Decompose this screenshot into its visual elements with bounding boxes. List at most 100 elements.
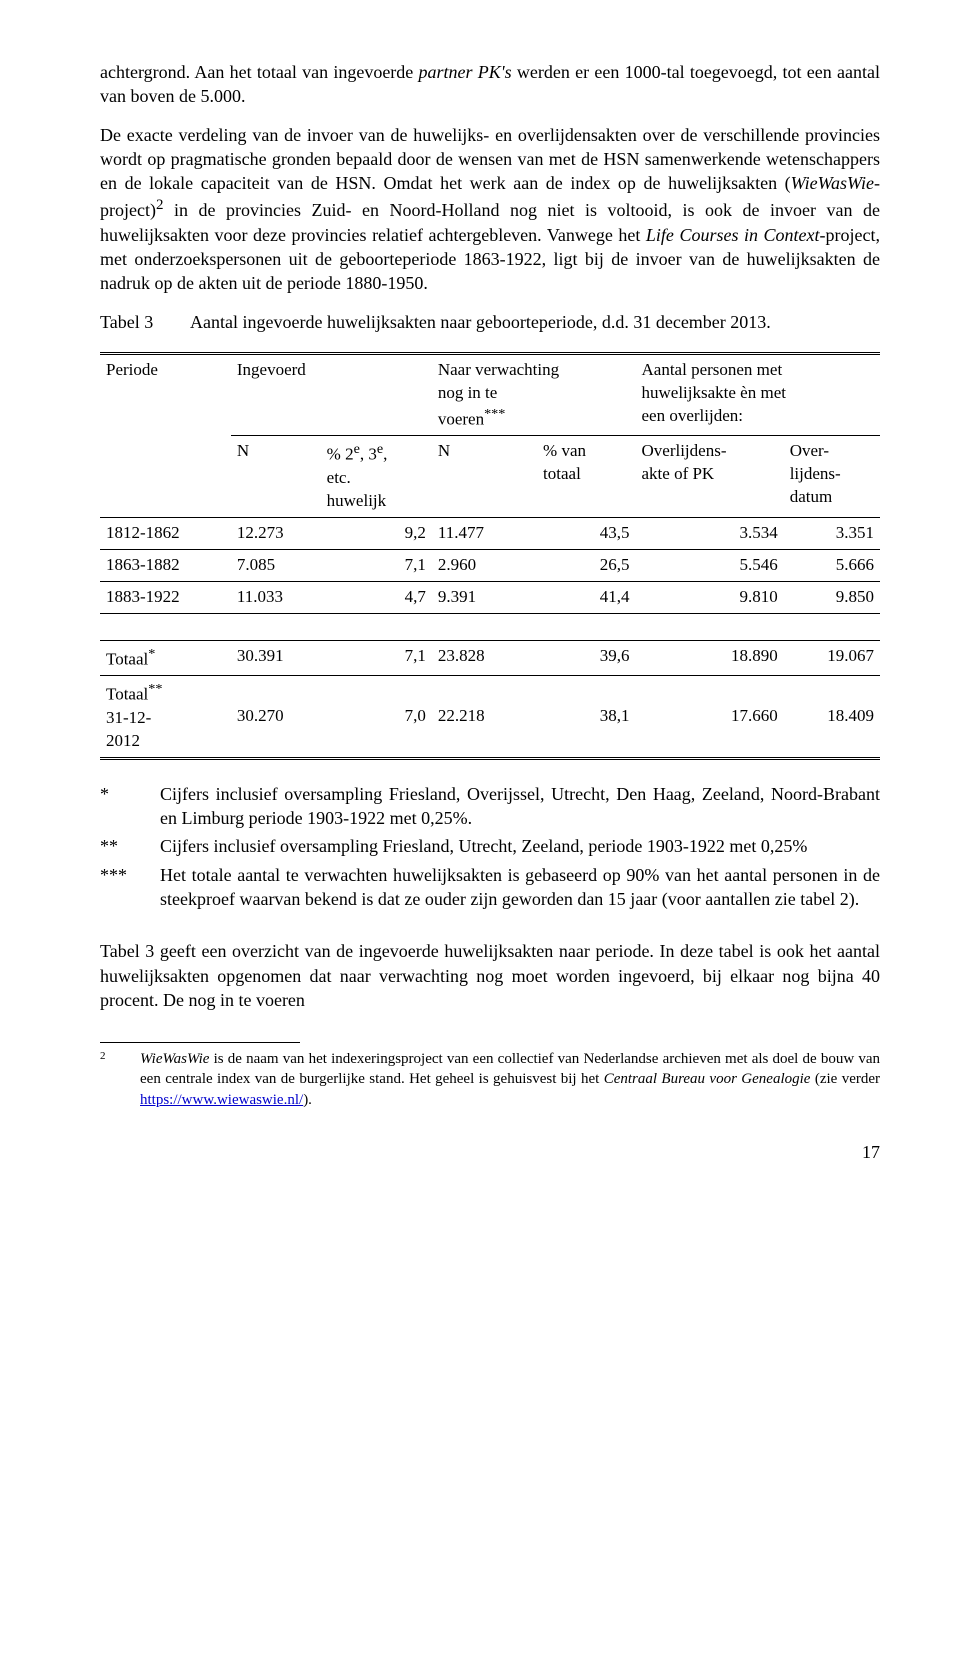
cell: 30.270 — [231, 676, 321, 758]
endnote-number: 2 — [100, 1049, 140, 1110]
endnote-link[interactable]: https://www.wiewaswie.nl/ — [140, 1092, 303, 1108]
text: achtergrond. Aan het totaal van ingevoer… — [100, 62, 419, 82]
cell: 2.960 — [432, 549, 537, 581]
cell: 7,1 — [321, 549, 432, 581]
table-subheader-row: N % 2e, 3e, etc. huwelijk N % van totaal… — [100, 436, 880, 517]
text: Aantal personen met — [642, 360, 783, 379]
table-caption: Aantal ingevoerde huwelijksakten naar ge… — [190, 310, 880, 334]
cell: 3.534 — [636, 517, 784, 549]
cell: 11.033 — [231, 581, 321, 613]
cell: 41,4 — [537, 581, 635, 613]
text: Totaal — [106, 649, 148, 668]
footnote-text: Cijfers inclusief oversampling Friesland… — [160, 834, 880, 858]
page-number: 17 — [100, 1140, 880, 1164]
text: voeren — [438, 410, 484, 429]
italic-text: WieWasWie — [791, 173, 874, 193]
table-footnotes: * Cijfers inclusief oversampling Friesla… — [100, 782, 880, 911]
cell: 9,2 — [321, 517, 432, 549]
col-n2: N — [432, 436, 537, 517]
text: huwelijksakte èn met — [642, 383, 786, 402]
footnote-row: ** Cijfers inclusief oversampling Friesl… — [100, 834, 880, 858]
col-pvt: % van totaal — [537, 436, 635, 517]
cell: 30.391 — [231, 640, 321, 676]
text: ). — [303, 1092, 312, 1108]
col-ingevoerd: Ingevoerd — [231, 353, 432, 435]
text: een overlijden: — [642, 406, 744, 425]
italic-text: partner PK's — [419, 62, 512, 82]
cell: 12.273 — [231, 517, 321, 549]
table-total-row: Totaal* 30.391 7,1 23.828 39,6 18.890 19… — [100, 640, 880, 676]
text: Overlijdens- — [642, 441, 727, 460]
paragraph-1: achtergrond. Aan het totaal van ingevoer… — [100, 60, 880, 109]
cell: 26,5 — [537, 549, 635, 581]
endnote-text: WieWasWie is de naam van het indexerings… — [140, 1049, 880, 1110]
text: (zie verder — [810, 1071, 880, 1087]
italic-text: WieWasWie — [140, 1051, 209, 1067]
text: 31-12- — [106, 708, 151, 727]
table-total-row: Totaal** 31-12- 2012 30.270 7,0 22.218 3… — [100, 676, 880, 758]
text: 2012 — [106, 731, 140, 750]
cell: 1812-1862 — [100, 517, 231, 549]
cell: 11.477 — [432, 517, 537, 549]
text: nog in te — [438, 383, 498, 402]
text: Over- — [790, 441, 829, 460]
cell: 5.666 — [784, 549, 880, 581]
footnote-separator — [100, 1042, 300, 1043]
table-row: 1883-1922 11.033 4,7 9.391 41,4 9.810 9.… — [100, 581, 880, 613]
cell: 9.850 — [784, 581, 880, 613]
text: akte of PK — [642, 464, 715, 483]
cell: 17.660 — [636, 676, 784, 758]
cell: 4,7 — [321, 581, 432, 613]
footnote-marker: * — [100, 782, 160, 831]
cell: 39,6 — [537, 640, 635, 676]
col-pct: % 2e, 3e, etc. huwelijk — [321, 436, 432, 517]
col-overd: Over- lijdens- datum — [784, 436, 880, 517]
table-empty-row — [100, 613, 880, 640]
table-label: Tabel 3 — [100, 310, 190, 334]
cell: Totaal** 31-12- 2012 — [100, 676, 231, 758]
cell: 5.546 — [636, 549, 784, 581]
data-table: Periode Ingevoerd Naar verwachting nog i… — [100, 352, 880, 760]
cell: 1883-1922 — [100, 581, 231, 613]
cell: 9.810 — [636, 581, 784, 613]
italic-text: Centraal Bureau voor Genealogie — [604, 1071, 811, 1087]
cell: 22.218 — [432, 676, 537, 758]
text: De exacte verdeling van de invoer van de… — [100, 125, 880, 194]
footnote-text: Het totale aantal te verwachten huwelijk… — [160, 863, 880, 912]
text: % 2 — [327, 445, 354, 464]
footnote-marker: *** — [100, 863, 160, 912]
col-over: Overlijdens- akte of PK — [636, 436, 784, 517]
text: % van — [543, 441, 586, 460]
text: Totaal — [106, 685, 148, 704]
sup: *** — [484, 406, 505, 422]
paragraph-3: Tabel 3 geeft een overzicht van de ingev… — [100, 939, 880, 1012]
col-n1: N — [231, 436, 321, 517]
empty — [100, 613, 880, 640]
text: datum — [790, 487, 833, 506]
cell: 43,5 — [537, 517, 635, 549]
cell: Totaal* — [100, 640, 231, 676]
text: lijdens- — [790, 464, 841, 483]
footnote-text: Cijfers inclusief oversampling Friesland… — [160, 782, 880, 831]
cell: 23.828 — [432, 640, 537, 676]
cell: 19.067 — [784, 640, 880, 676]
table-row: 1812-1862 12.273 9,2 11.477 43,5 3.534 3… — [100, 517, 880, 549]
cell: 7.085 — [231, 549, 321, 581]
col-naar: Naar verwachting nog in te voeren*** — [432, 353, 636, 435]
cell: 9.391 — [432, 581, 537, 613]
cell: 1863-1882 — [100, 549, 231, 581]
col-aantal: Aantal personen met huwelijksakte èn met… — [636, 353, 881, 435]
italic-text: Life Courses in Context — [646, 225, 820, 245]
cell: 7,1 — [321, 640, 432, 676]
sup: * — [148, 646, 155, 662]
text: , 3 — [360, 445, 377, 464]
footnote-row: *** Het totale aantal te verwachten huwe… — [100, 863, 880, 912]
col-periode: Periode — [100, 353, 231, 435]
empty — [100, 436, 231, 517]
text: etc. — [327, 468, 351, 487]
text: Naar verwachting — [438, 360, 559, 379]
cell: 3.351 — [784, 517, 880, 549]
text: , — [383, 445, 387, 464]
text: totaal — [543, 464, 581, 483]
cell: 38,1 — [537, 676, 635, 758]
